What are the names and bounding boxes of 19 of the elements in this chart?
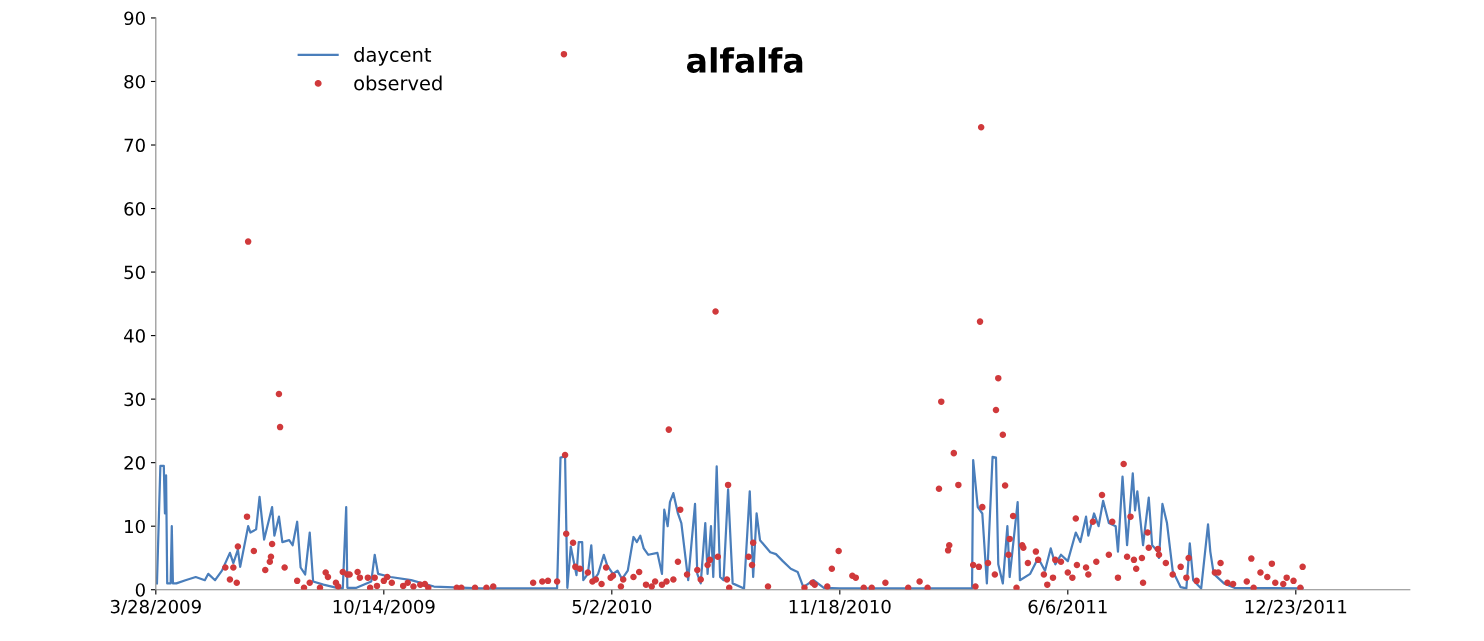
text: alfalfa xyxy=(686,47,803,73)
x-tick-label: 11/18/2010 xyxy=(789,599,891,615)
x-tick-label: 6/6/2011 xyxy=(1028,599,1107,615)
y-tick-label: 90 xyxy=(124,11,145,26)
y-tick-label: 10 xyxy=(125,519,145,534)
y-tick-label: 50 xyxy=(124,265,145,280)
x-tick-label: 12/23/2011 xyxy=(1245,599,1347,615)
x-tick-label: 10/14/2009 xyxy=(333,599,435,615)
y-tick-label: 60 xyxy=(124,202,145,216)
y-tick-label: 0 xyxy=(135,583,145,597)
y-tick-label: 70 xyxy=(124,138,145,153)
y-tick-label: 20 xyxy=(124,456,145,470)
x-tick-label: 5/2/2010 xyxy=(572,599,652,615)
y-tick-label: 40 xyxy=(124,329,145,343)
y-tick-label: 30 xyxy=(124,392,145,407)
y-tick-label: 80 xyxy=(124,74,145,89)
legend-label: observed xyxy=(354,75,442,91)
x-tick-label: 3/28/2009 xyxy=(110,599,201,615)
legend-label: daycent xyxy=(354,46,432,66)
